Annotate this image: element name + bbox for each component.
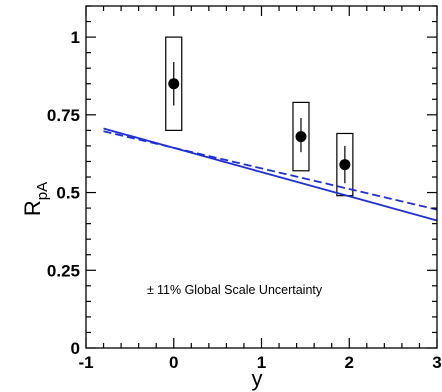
x-tick-label: 3 (432, 353, 441, 372)
data-point (295, 131, 307, 143)
annotation-global-scale: ± 11% Global Scale Uncertainty (147, 283, 323, 297)
systematic-box (165, 36, 183, 131)
model-curves (103, 127, 438, 222)
data-points (168, 61, 351, 184)
annotation-prefix: ± (147, 283, 154, 297)
tick-labels: -1 0 1 2 300.250.50.751 (47, 28, 442, 372)
y-tick-label: 0 (71, 339, 80, 358)
y-tick-label: 0.75 (47, 106, 80, 125)
y-tick-label: 0.5 (56, 184, 80, 203)
x-tick-label: 2 (345, 353, 354, 372)
model-curve-solid (103, 127, 438, 222)
x-tick-label: 0 (169, 353, 178, 372)
x-tick-label: -1 (78, 353, 93, 372)
y-tick-label: 0.25 (47, 261, 80, 280)
axes (85, 5, 438, 349)
data-point (168, 78, 180, 90)
y-axis-label-main: R (20, 200, 45, 216)
x-tick-label: 1 (257, 353, 266, 372)
annotation-text: 11% Global Scale Uncertainty (157, 283, 323, 297)
systematic-box (292, 101, 310, 172)
svg-text:RpA: RpA (20, 182, 51, 216)
y-axis-label-sub: pA (34, 182, 51, 200)
y-tick-label: 1 (71, 28, 80, 47)
x-axis-label: y (252, 366, 263, 391)
model-curve-dashed (103, 130, 438, 211)
data-point (339, 159, 351, 171)
y-axis-label: RpA (20, 182, 51, 216)
